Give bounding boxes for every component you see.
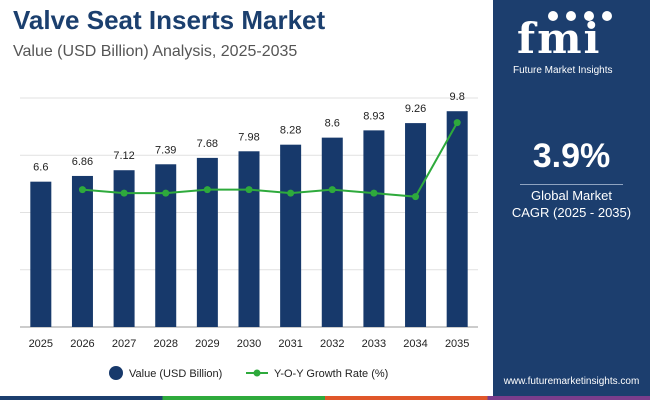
- growth-rate-point: [453, 119, 461, 127]
- growth-rate-point: [120, 189, 128, 197]
- bar: [71, 175, 93, 327]
- x-tick-label: 2034: [403, 338, 427, 350]
- growth-rate-point: [328, 186, 336, 194]
- x-tick-label: 2032: [320, 338, 344, 350]
- bar-value-label: 8.93: [363, 110, 384, 122]
- website-url: www.futuremarketinsights.com: [503, 376, 640, 387]
- bar-value-label: 9.26: [405, 103, 426, 115]
- bar-value-label: 9.8: [450, 91, 465, 103]
- bar-value-label: 8.6: [325, 118, 340, 130]
- stripe-segment: [0, 396, 164, 400]
- bar: [446, 111, 468, 327]
- legend-bar-marker: [109, 366, 123, 380]
- chart-title: Valve Seat Inserts Market: [13, 5, 326, 35]
- chart-area: 6.6 2025 6.86 2026 7.12 2027 7.39 2028 7.68 2029 7…: [20, 91, 478, 380]
- x-tick-label: 2031: [278, 338, 302, 350]
- growth-rate-point: [370, 189, 378, 197]
- bar: [280, 144, 302, 327]
- bar: [196, 157, 218, 327]
- x-tick-label: 2029: [195, 338, 219, 350]
- growth-rate-point: [203, 186, 211, 194]
- legend-line-dot: [253, 369, 261, 377]
- bar: [30, 181, 52, 327]
- bar-value-label: 7.98: [238, 131, 259, 143]
- cagr-divider: [520, 184, 623, 185]
- growth-rate-point: [162, 189, 170, 197]
- bar-value-label: 7.39: [155, 144, 176, 156]
- x-tick-label: 2025: [29, 338, 53, 350]
- cagr-range: CAGR (2025 - 2035): [511, 205, 632, 220]
- sidebar-panel: fmi Future Market Insights 3.9% Global M…: [493, 0, 650, 400]
- legend-line-label: Y-O-Y Growth Rate (%): [274, 368, 388, 380]
- growth-rate-point: [78, 186, 86, 194]
- stripe-segment: [325, 396, 489, 400]
- bar: [238, 151, 260, 327]
- logo-decoration-icon: [548, 11, 612, 21]
- bar: [363, 130, 385, 327]
- cagr-value: 3.9%: [532, 137, 611, 175]
- x-tick-label: 2027: [112, 338, 136, 350]
- stripe-segment: [162, 396, 326, 400]
- bar-value-label: 7.12: [113, 150, 134, 162]
- bar: [113, 170, 135, 327]
- chart-subtitle: Value (USD Billion) Analysis, 2025-2035: [13, 43, 298, 60]
- bar-value-label: 6.86: [72, 156, 93, 168]
- fmi-logo: fmi Future Market Insights: [513, 8, 633, 76]
- growth-rate-line: [82, 122, 459, 198]
- cagr-label: Global Market: [531, 188, 612, 203]
- x-tick-label: 2033: [362, 338, 386, 350]
- stripe-segment: [487, 396, 650, 400]
- bottom-color-stripe: [0, 396, 650, 400]
- logo-tagline: Future Market Insights: [513, 65, 613, 76]
- bar-value-label: 8.28: [280, 125, 301, 137]
- bar: [321, 137, 343, 327]
- x-tick-label: 2028: [153, 338, 177, 350]
- bar: [405, 123, 427, 327]
- growth-rate-point: [412, 193, 420, 201]
- x-tick-label: 2035: [445, 338, 469, 350]
- bar-value-label: 7.68: [197, 138, 218, 150]
- x-tick-label: 2030: [237, 338, 261, 350]
- x-tick-label: 2026: [70, 338, 94, 350]
- bar: [155, 164, 177, 327]
- legend-bar-label: Value (USD Billion): [129, 368, 222, 380]
- growth-rate-point: [287, 189, 295, 197]
- logo-text: fmi: [517, 14, 602, 63]
- bar-value-label: 6.6: [33, 162, 48, 174]
- growth-rate-point: [245, 186, 253, 194]
